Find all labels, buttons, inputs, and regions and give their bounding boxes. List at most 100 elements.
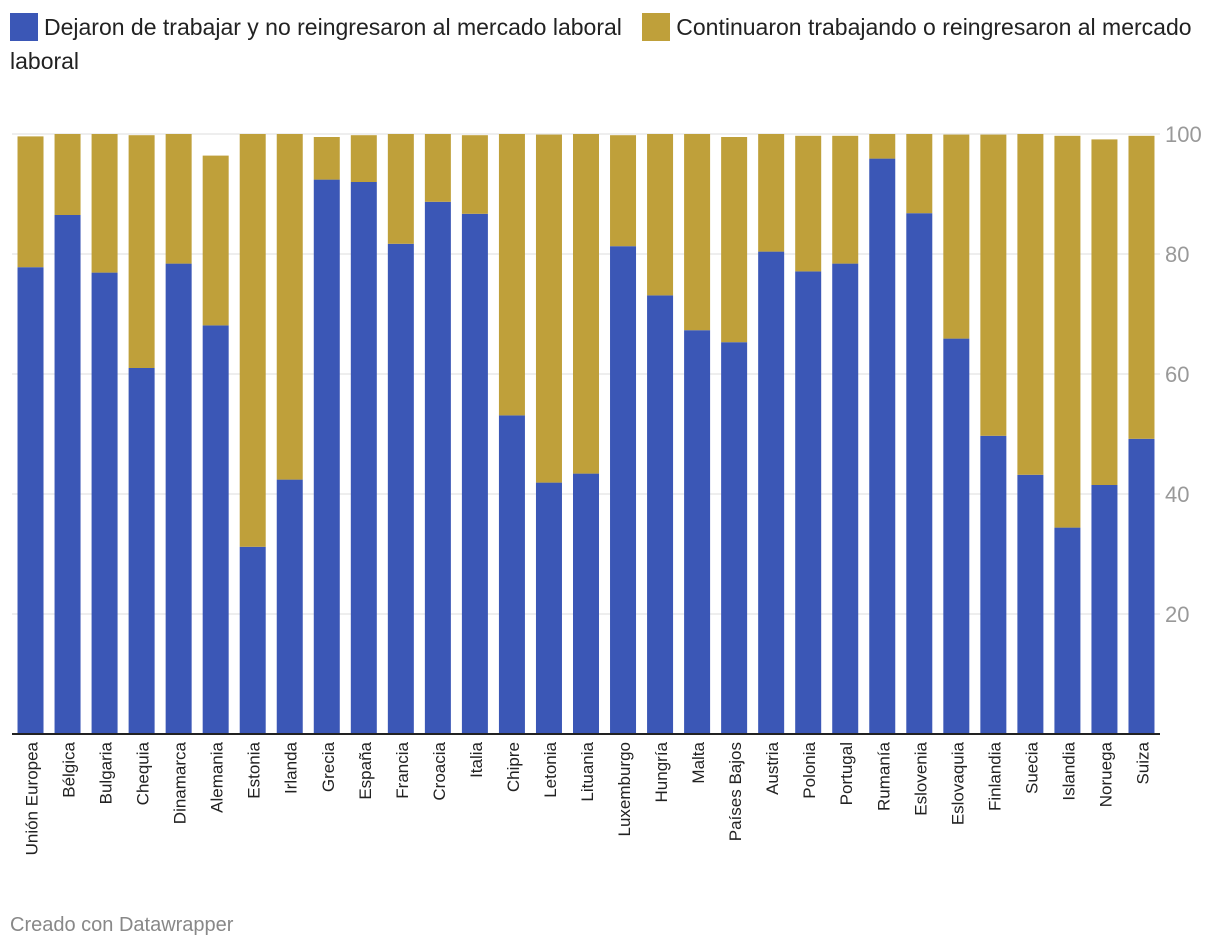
legend: Dejaron de trabajar y no reingresaron al…: [10, 10, 1210, 78]
y-tick-label: 20: [1165, 602, 1189, 627]
legend-label-left: Dejaron de trabajar y no reingresaron al…: [44, 14, 622, 40]
x-tick-label: Portugal: [837, 742, 856, 805]
bar-left: [17, 267, 44, 734]
bar-continued: [980, 134, 1007, 436]
legend-item-continued: Continuaron trabajando o reingresaron al…: [10, 13, 1192, 74]
bar-continued: [573, 134, 599, 474]
bar-continued: [943, 134, 970, 339]
bar-left: [943, 338, 970, 734]
bar-continued: [461, 135, 488, 214]
bar-continued: [91, 134, 118, 273]
bar-left: [91, 272, 118, 734]
x-tick-label: Eslovenia: [911, 741, 930, 815]
bar-continued: [350, 135, 377, 182]
x-tick-label: Austria: [763, 741, 782, 794]
x-tick-label: Bélgica: [60, 741, 79, 797]
bar-continued: [684, 134, 711, 331]
bar-left: [1017, 474, 1044, 734]
bar-left: [795, 271, 822, 734]
x-tick-label: Letonia: [541, 741, 560, 797]
x-tick-label: Finlandia: [985, 741, 1004, 811]
bar-left: [906, 213, 933, 734]
x-tick-label: Noruega: [1096, 741, 1115, 807]
bar-left: [424, 201, 451, 735]
x-tick-label: Bulgaria: [97, 741, 116, 804]
bar-left: [313, 179, 340, 735]
x-tick-label: Dinamarca: [171, 741, 190, 824]
x-tick-label: Unión Europea: [23, 741, 42, 855]
bar-continued: [202, 155, 229, 326]
x-tick-label: Croacia: [430, 741, 449, 800]
bar-left: [684, 330, 711, 734]
x-tick-label: Hungría: [652, 741, 671, 802]
y-tick-label: 40: [1165, 482, 1189, 507]
x-tick-label: Francia: [393, 741, 412, 798]
x-tick-label: Lituania: [578, 741, 597, 801]
bar-continued: [647, 134, 674, 296]
x-tick-label: Rumanía: [874, 741, 893, 811]
bar-left: [1054, 527, 1081, 734]
bar-left: [387, 243, 414, 735]
bar-left: [573, 473, 599, 734]
x-tick-label: Irlanda: [282, 741, 301, 794]
bar-left: [54, 215, 81, 734]
legend-swatch-continued: [642, 13, 671, 41]
x-tick-label: Islandia: [1059, 741, 1078, 800]
x-tick-label: Polonia: [800, 741, 819, 798]
bar-left: [980, 435, 1007, 734]
y-tick-label: 60: [1165, 362, 1189, 387]
bar-continued: [610, 135, 637, 247]
bar-left: [1128, 438, 1155, 734]
footer-credit: Creado con Datawrapper: [10, 914, 234, 936]
stacked-bar-chart: 20 40 60 80 100 Unión Europea Bélgica Bulgaria C…: [12, 122, 1202, 855]
legend-swatch-left: [10, 13, 38, 41]
bar-left: [721, 342, 748, 734]
bar-left: [535, 482, 562, 734]
x-tick-label: Luxemburgo: [615, 742, 634, 837]
bar-continued: [165, 134, 192, 264]
bar-continued: [276, 134, 303, 480]
legend-label-continued: Continuaron trabajando o reingresaron al…: [10, 14, 1192, 74]
legend-item-left: Dejaron de trabajar y no reingresaron al…: [10, 13, 622, 41]
x-tick-label: Chequia: [134, 741, 153, 805]
bar-left: [869, 158, 896, 735]
bar-continued: [795, 135, 822, 272]
x-tick-label: Estonia: [245, 741, 264, 798]
bar-left: [610, 246, 637, 734]
x-tick-label: Eslovaquia: [948, 741, 967, 825]
bar-left: [202, 325, 229, 734]
bar-continued: [313, 137, 340, 180]
bar-left: [832, 263, 859, 734]
bar-continued: [424, 134, 451, 202]
bar-left: [498, 415, 525, 734]
bar-continued: [498, 134, 525, 416]
y-tick-label: 100: [1165, 122, 1202, 147]
bar-continued: [1091, 139, 1118, 485]
bar-left: [128, 368, 155, 734]
bar-continued: [239, 134, 266, 547]
x-tick-label: Suiza: [1133, 741, 1152, 784]
bar-continued: [906, 134, 933, 214]
bar-left: [239, 546, 266, 734]
x-tick-label: Italia: [467, 741, 486, 777]
bar-continued: [1128, 135, 1155, 439]
x-tick-label: Países Bajos: [726, 742, 745, 841]
bar-continued: [832, 135, 859, 264]
bar-left: [350, 182, 377, 734]
bar-continued: [1017, 134, 1044, 475]
x-tick-label: Grecia: [319, 741, 338, 792]
bar-continued: [17, 136, 44, 268]
bar-left: [758, 251, 785, 734]
x-tick-label: España: [356, 741, 375, 799]
bar-continued: [758, 134, 785, 252]
bar-continued: [721, 137, 748, 343]
x-tick-label: Suecia: [1022, 741, 1041, 794]
bar-left: [165, 263, 192, 734]
bar-continued: [128, 135, 155, 368]
bar-left: [461, 213, 488, 735]
bar-continued: [869, 134, 896, 159]
bar-left: [647, 295, 674, 734]
x-tick-label: Malta: [689, 741, 708, 783]
bar-left: [1091, 485, 1118, 734]
bar-continued: [1054, 135, 1081, 528]
